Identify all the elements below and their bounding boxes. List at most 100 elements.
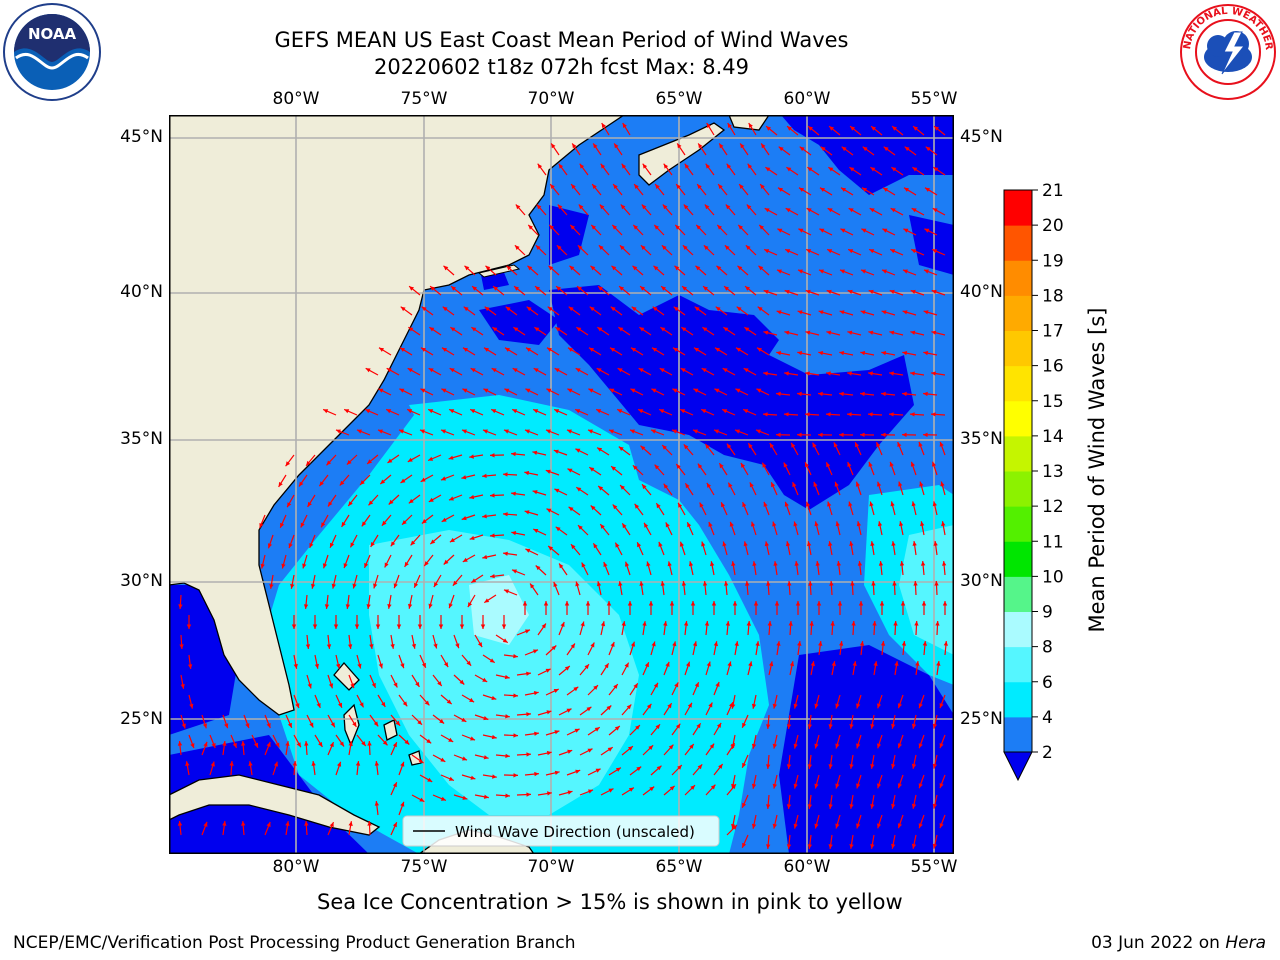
wave-direction-arrowhead <box>659 409 665 414</box>
colorbar-tick-label: 14 <box>1042 427 1064 447</box>
wave-direction-arrowhead <box>696 224 701 230</box>
wave-direction-arrowhead <box>695 265 701 271</box>
wave-direction-arrowhead <box>631 347 636 352</box>
wave-direction-arrowhead <box>828 541 833 547</box>
colorbar-segment <box>1004 716 1032 753</box>
wave-direction-arrowhead <box>859 641 865 646</box>
wave-direction-arrowhead <box>706 123 711 128</box>
wave-direction-arrowhead <box>828 724 833 729</box>
wave-direction-arrowhead <box>932 501 937 507</box>
wave-direction-arrowhead <box>467 602 473 608</box>
wave-direction-arrowhead <box>291 624 297 629</box>
wave-direction-arrowhead <box>742 722 747 728</box>
wave-direction-arrowhead <box>224 723 229 729</box>
wave-direction-arrowhead <box>541 623 546 629</box>
wave-direction-arrowhead <box>361 741 366 746</box>
wave-direction-arrowhead <box>778 187 783 192</box>
wave-direction-arrowhead <box>869 501 874 507</box>
wave-direction-arrowhead <box>443 265 449 271</box>
wave-direction-arrowhead <box>870 804 875 809</box>
wave-direction-arrowhead <box>503 472 508 477</box>
wave-direction-arrowhead <box>429 327 435 332</box>
wave-direction-arrowhead <box>368 500 374 506</box>
wave-direction-arrowhead <box>428 603 433 609</box>
wave-direction-arrowhead <box>367 459 372 464</box>
wave-direction-arrowhead <box>640 245 646 250</box>
wave-direction-arrowhead <box>697 764 703 770</box>
wave-direction-arrowhead <box>881 391 886 397</box>
wave-direction-arrowhead <box>764 541 769 547</box>
colorbar-segment <box>1004 260 1032 296</box>
wave-direction-arrowhead <box>718 184 723 189</box>
wave-direction-arrowhead <box>702 581 708 586</box>
wave-direction-arrowhead <box>889 330 895 335</box>
wave-direction-arrowhead <box>763 330 769 335</box>
wave-direction-arrowhead <box>772 703 777 709</box>
wave-direction-arrowhead <box>740 143 745 149</box>
wave-direction-arrowhead <box>686 661 691 667</box>
wave-direction-arrowhead <box>730 743 735 749</box>
wave-direction-arrowhead <box>428 456 434 461</box>
wave-direction-arrowhead <box>855 442 859 448</box>
wave-direction-arrowhead <box>816 601 822 606</box>
wave-direction-arrowhead <box>511 491 516 496</box>
wave-direction-arrowhead <box>760 184 765 189</box>
wave-direction-arrowhead <box>797 351 803 356</box>
wave-direction-arrowhead <box>899 521 904 527</box>
wave-direction-arrowhead <box>797 310 803 315</box>
wave-direction-arrowhead <box>878 561 884 566</box>
wave-direction-arrowhead <box>648 745 654 750</box>
chart-title: GEFS MEAN US East Coast Mean Period of W… <box>274 28 849 52</box>
wave-direction-arrowhead <box>439 719 445 724</box>
wave-direction-arrowhead <box>649 786 655 792</box>
wave-direction-arrowhead <box>856 823 861 829</box>
wave-direction-arrowhead <box>484 598 490 603</box>
wave-direction-arrowhead <box>549 224 554 230</box>
wave-direction-arrowhead <box>558 163 564 169</box>
wave-direction-arrowhead <box>714 429 719 434</box>
wave-direction-arrowhead <box>912 167 918 172</box>
wave-direction-arrowhead <box>424 561 429 566</box>
wave-direction-arrowhead <box>633 683 638 689</box>
wave-direction-arrowhead <box>883 146 889 152</box>
wave-direction-arrowhead <box>504 589 509 594</box>
wave-direction-arrowhead <box>557 204 563 210</box>
wave-direction-arrowhead <box>716 265 722 271</box>
wave-direction-arrowhead <box>856 743 861 749</box>
wave-direction-arrowhead <box>828 804 833 809</box>
wave-direction-arrowhead <box>550 184 555 189</box>
wave-direction-arrowhead <box>555 526 561 532</box>
wave-direction-arrowhead <box>868 461 873 467</box>
wave-direction-arrowhead <box>305 644 311 649</box>
wave-direction-arrowhead <box>697 184 702 189</box>
wave-direction-arrowhead <box>568 306 574 312</box>
wave-direction-arrowhead <box>939 823 944 829</box>
wave-direction-arrowhead <box>785 249 791 254</box>
colorbar-segment <box>1004 295 1032 331</box>
wave-direction-arrowhead <box>513 733 518 738</box>
wave-direction-arrowhead <box>446 699 452 705</box>
wave-direction-arrowhead <box>630 641 635 647</box>
wave-direction-arrowhead <box>367 821 372 826</box>
wave-direction-arrowhead <box>503 512 508 517</box>
wave-direction-arrowhead <box>911 843 917 849</box>
wave-direction-arrowhead <box>694 347 699 352</box>
wave-direction-arrowhead <box>839 432 844 437</box>
wave-direction-arrowhead <box>921 601 927 606</box>
wave-direction-arrowhead <box>840 228 846 233</box>
wave-direction-arrowhead <box>652 347 657 352</box>
wave-direction-arrowhead <box>608 788 614 793</box>
wave-direction-arrowhead <box>835 783 840 789</box>
wave-direction-arrowhead <box>807 764 812 769</box>
wave-direction-arrowhead <box>893 621 898 626</box>
wave-direction-arrowhead <box>891 723 896 729</box>
wave-direction-arrowhead <box>614 726 620 731</box>
wave-direction-arrowhead <box>799 187 804 192</box>
wave-direction-arrowhead <box>600 621 606 627</box>
wave-direction-arrowhead <box>809 621 814 626</box>
wave-direction-arrowhead <box>384 562 389 568</box>
wave-direction-arrowhead <box>359 702 364 708</box>
wave-direction-arrowhead <box>705 444 710 449</box>
wave-direction-arrowhead <box>805 501 811 507</box>
wave-direction-arrowhead <box>554 488 560 493</box>
